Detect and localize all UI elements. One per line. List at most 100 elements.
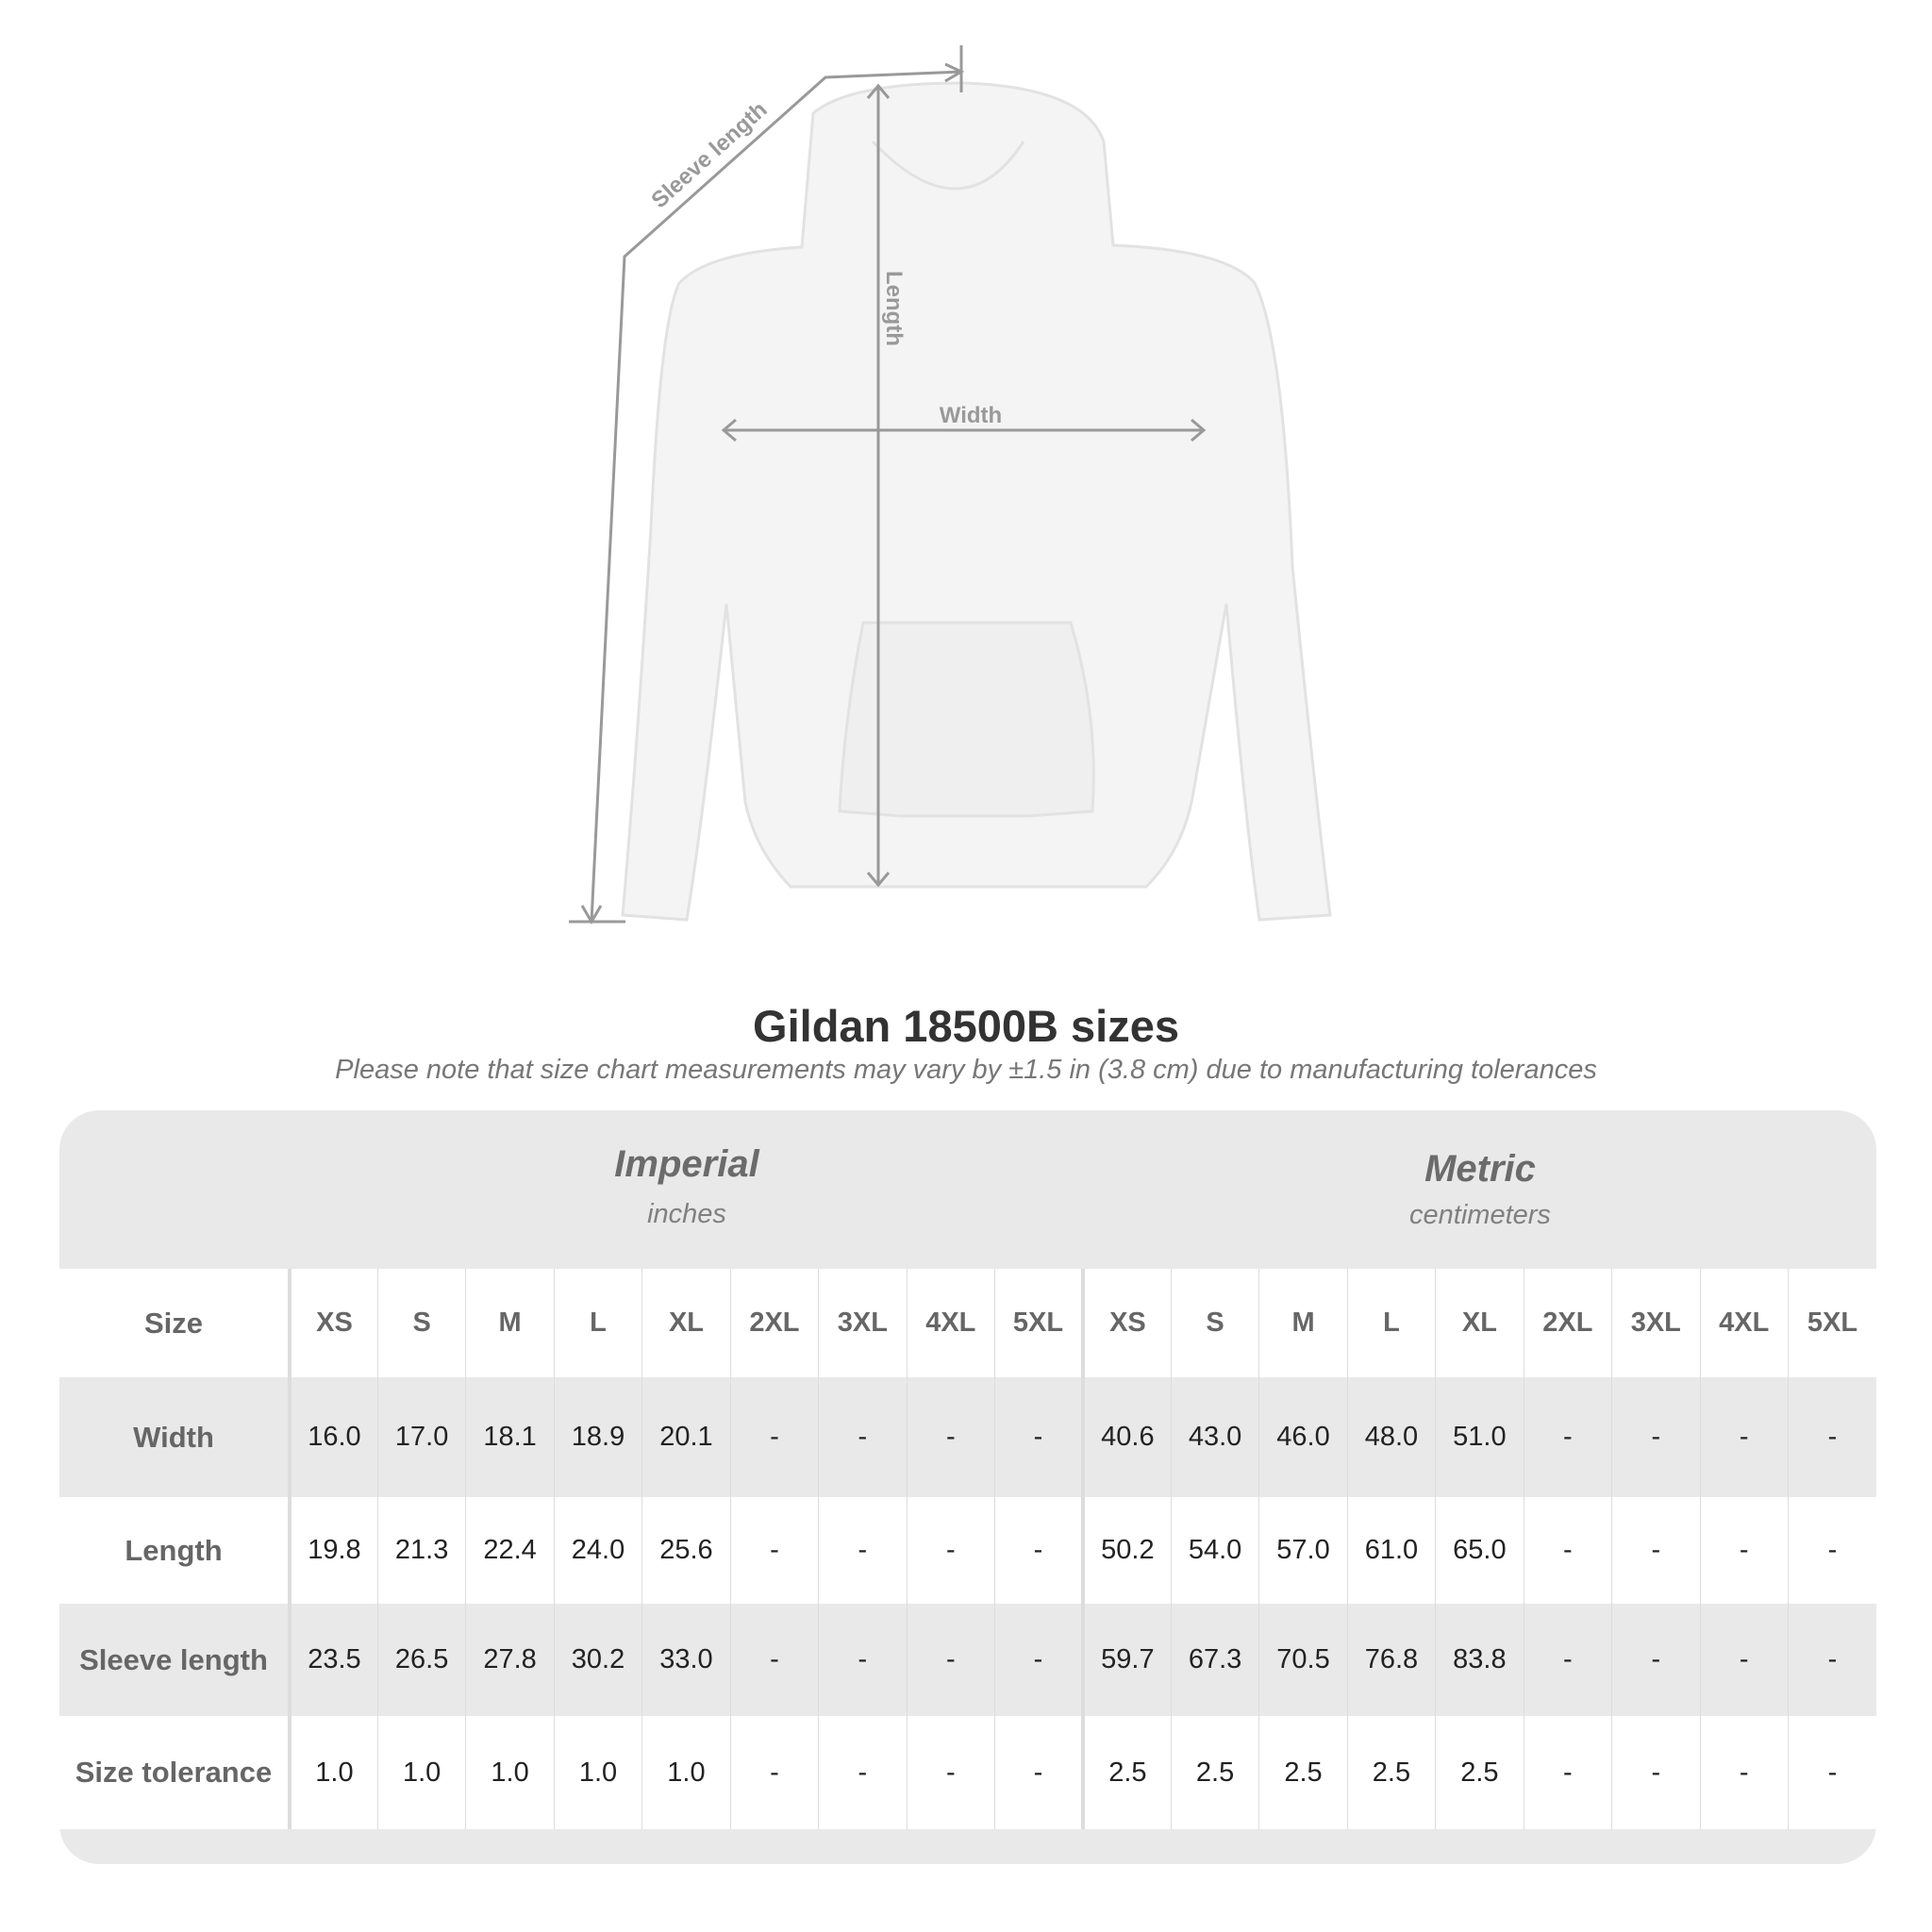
table-cell: - [993, 1716, 1083, 1829]
table-cell: 1.0 [553, 1716, 642, 1829]
table-cell: - [993, 1497, 1083, 1604]
table-cell: - [906, 1604, 995, 1716]
table-cell: 16.0 [287, 1377, 378, 1497]
table-cell: XL [641, 1269, 731, 1377]
table-cell: 1.0 [376, 1716, 466, 1829]
table-cell: - [1699, 1716, 1789, 1829]
table-cell: 2.5 [1435, 1716, 1524, 1829]
table-cell: 2.5 [1346, 1716, 1436, 1829]
table-cell: 2.5 [1258, 1716, 1348, 1829]
table-cell: - [1523, 1716, 1612, 1829]
table-row: Width 16.0 17.0 18.1 18.9 20.1- - - -40.6 43.0 46.… [59, 1377, 1876, 1497]
table-cell: 23.5 [287, 1604, 378, 1716]
table-cell: 1.0 [641, 1716, 731, 1829]
hoodie-diagram: Sleeve length Length Width [569, 45, 1332, 924]
table-cell: 24.0 [553, 1497, 642, 1604]
table-cell: S [376, 1269, 466, 1377]
table-cell: S [1170, 1269, 1259, 1377]
table-cell: - [1523, 1377, 1612, 1497]
metric-unit: centimeters [1409, 1200, 1551, 1230]
page-title: Gildan 18500B sizes [753, 1001, 1179, 1051]
table-cell: Size [59, 1269, 290, 1377]
table-cell: 3XL [818, 1269, 908, 1377]
size-header-row: Size XS S M L XL 2XL 3XL 4XL 5XL XS S M L XL 2XL 3XL 4XL 5… [59, 1269, 1876, 1377]
table-cell: - [1523, 1604, 1612, 1716]
table-cell: 22.4 [465, 1497, 555, 1604]
table-cell: - [906, 1377, 995, 1497]
table-cell: 54.0 [1170, 1497, 1259, 1604]
table-cell: - [818, 1497, 908, 1604]
table-cell: 2.5 [1170, 1716, 1259, 1829]
table-cell: 25.6 [641, 1497, 731, 1604]
table-cell: 2XL [1523, 1269, 1612, 1377]
table-cell: - [729, 1497, 819, 1604]
table-cell: - [1611, 1716, 1700, 1829]
table-cell: 19.8 [287, 1497, 378, 1604]
table-cell: 65.0 [1435, 1497, 1524, 1604]
imperial-unit: inches [647, 1199, 726, 1229]
table-cell: Sleeve length [59, 1604, 290, 1716]
table-cell: - [1611, 1604, 1700, 1716]
table-cell: 59.7 [1080, 1604, 1172, 1716]
table-cell: 20.1 [641, 1377, 731, 1497]
table-cell: 61.0 [1346, 1497, 1436, 1604]
size-grid: Size XS S M L XL 2XL 3XL 4XL 5XL XS S M L XL 2XL 3XL 4XL 5… [59, 1269, 1876, 1829]
table-cell: 46.0 [1258, 1377, 1348, 1497]
table-cell: Length [59, 1497, 290, 1604]
table-cell: - [1611, 1377, 1700, 1497]
table-cell: 51.0 [1435, 1377, 1524, 1497]
table-cell: 27.8 [465, 1604, 555, 1716]
table-cell: 83.8 [1435, 1604, 1524, 1716]
table-cell: 40.6 [1080, 1377, 1172, 1497]
table-cell: L [553, 1269, 642, 1377]
table-cell: - [1523, 1497, 1612, 1604]
table-cell: 18.1 [465, 1377, 555, 1497]
table-cell: - [729, 1377, 819, 1497]
tolerance-note: Please note that size chart measurements… [335, 1055, 1597, 1085]
table-cell: 30.2 [553, 1604, 642, 1716]
imperial-header: Imperial inches [290, 1110, 1084, 1269]
table-cell: 2XL [729, 1269, 819, 1377]
table-cell: - [1787, 1377, 1876, 1497]
sleeve-length-label: Sleeve length [646, 97, 772, 214]
metric-title: Metric [1424, 1148, 1536, 1190]
table-cell: - [1699, 1604, 1789, 1716]
table-cell: 33.0 [641, 1604, 731, 1716]
imperial-title: Imperial [614, 1143, 759, 1185]
table-cell: - [906, 1497, 995, 1604]
table-cell: 48.0 [1346, 1377, 1436, 1497]
table-cell: - [729, 1716, 819, 1829]
table-cell: XS [287, 1269, 378, 1377]
table-cell: 3XL [1611, 1269, 1700, 1377]
table-cell: XS [1080, 1269, 1172, 1377]
table-cell: 76.8 [1346, 1604, 1436, 1716]
table-cell: - [993, 1604, 1083, 1716]
table-row: Size tolerance 1.0 1.0 1.0 1.0 1.0- - - -2.5 2.5 2… [59, 1716, 1876, 1829]
table-cell: 5XL [993, 1269, 1083, 1377]
table-row: Sleeve length 23.5 26.5 27.8 30.2 33.0- - - -59.… [59, 1604, 1876, 1716]
table-cell: M [1258, 1269, 1348, 1377]
table-cell: 17.0 [376, 1377, 466, 1497]
table-cell: - [1699, 1497, 1789, 1604]
table-row: Length 19.8 21.3 22.4 24.0 25.6- - - -50.2 54.0 57… [59, 1497, 1876, 1604]
table-cell: - [729, 1604, 819, 1716]
table-cell: 50.2 [1080, 1497, 1172, 1604]
table-cell: 18.9 [553, 1377, 642, 1497]
table-cell: - [818, 1716, 908, 1829]
table-cell: 4XL [1699, 1269, 1789, 1377]
table-cell: Size tolerance [59, 1716, 290, 1829]
width-label: Width [940, 403, 1002, 428]
table-cell: 5XL [1787, 1269, 1876, 1377]
table-cell: 1.0 [465, 1716, 555, 1829]
size-table: Imperial inches Metric centimeters Size X… [59, 1110, 1876, 1864]
table-cell: 57.0 [1258, 1497, 1348, 1604]
table-cell: - [1787, 1716, 1876, 1829]
table-cell: - [1699, 1377, 1789, 1497]
table-cell: 4XL [906, 1269, 995, 1377]
table-cell: 26.5 [376, 1604, 466, 1716]
table-cell: M [465, 1269, 555, 1377]
length-label: Length [881, 271, 907, 346]
table-cell: 2.5 [1080, 1716, 1172, 1829]
table-cell: - [1787, 1497, 1876, 1604]
table-cell: - [1611, 1497, 1700, 1604]
